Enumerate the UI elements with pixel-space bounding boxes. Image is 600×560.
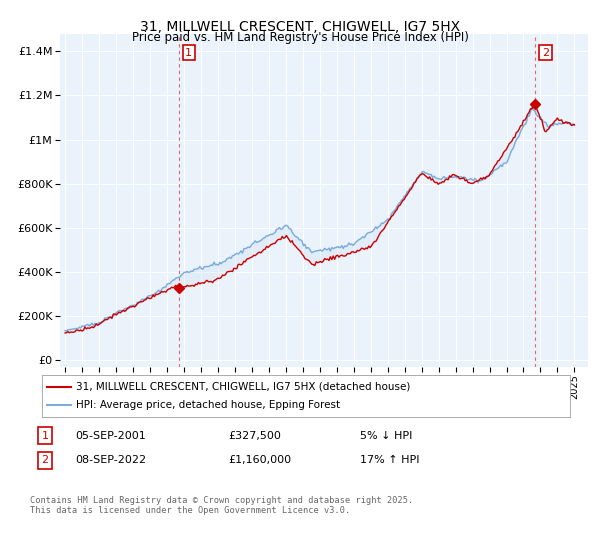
Text: 31, MILLWELL CRESCENT, CHIGWELL, IG7 5HX: 31, MILLWELL CRESCENT, CHIGWELL, IG7 5HX: [140, 20, 460, 34]
Text: Contains HM Land Registry data © Crown copyright and database right 2025.
This d: Contains HM Land Registry data © Crown c…: [30, 496, 413, 515]
Text: 31, MILLWELL CRESCENT, CHIGWELL, IG7 5HX (detached house): 31, MILLWELL CRESCENT, CHIGWELL, IG7 5HX…: [76, 382, 410, 392]
Text: 2: 2: [41, 455, 49, 465]
Text: Price paid vs. HM Land Registry's House Price Index (HPI): Price paid vs. HM Land Registry's House …: [131, 31, 469, 44]
Text: £1,160,000: £1,160,000: [228, 455, 291, 465]
Text: 5% ↓ HPI: 5% ↓ HPI: [360, 431, 412, 441]
Text: 05-SEP-2001: 05-SEP-2001: [75, 431, 146, 441]
Text: 17% ↑ HPI: 17% ↑ HPI: [360, 455, 419, 465]
Text: 1: 1: [41, 431, 49, 441]
Text: £327,500: £327,500: [228, 431, 281, 441]
Text: 1: 1: [185, 48, 192, 58]
Text: 08-SEP-2022: 08-SEP-2022: [75, 455, 146, 465]
Text: HPI: Average price, detached house, Epping Forest: HPI: Average price, detached house, Eppi…: [76, 400, 340, 410]
Text: 2: 2: [542, 48, 549, 58]
